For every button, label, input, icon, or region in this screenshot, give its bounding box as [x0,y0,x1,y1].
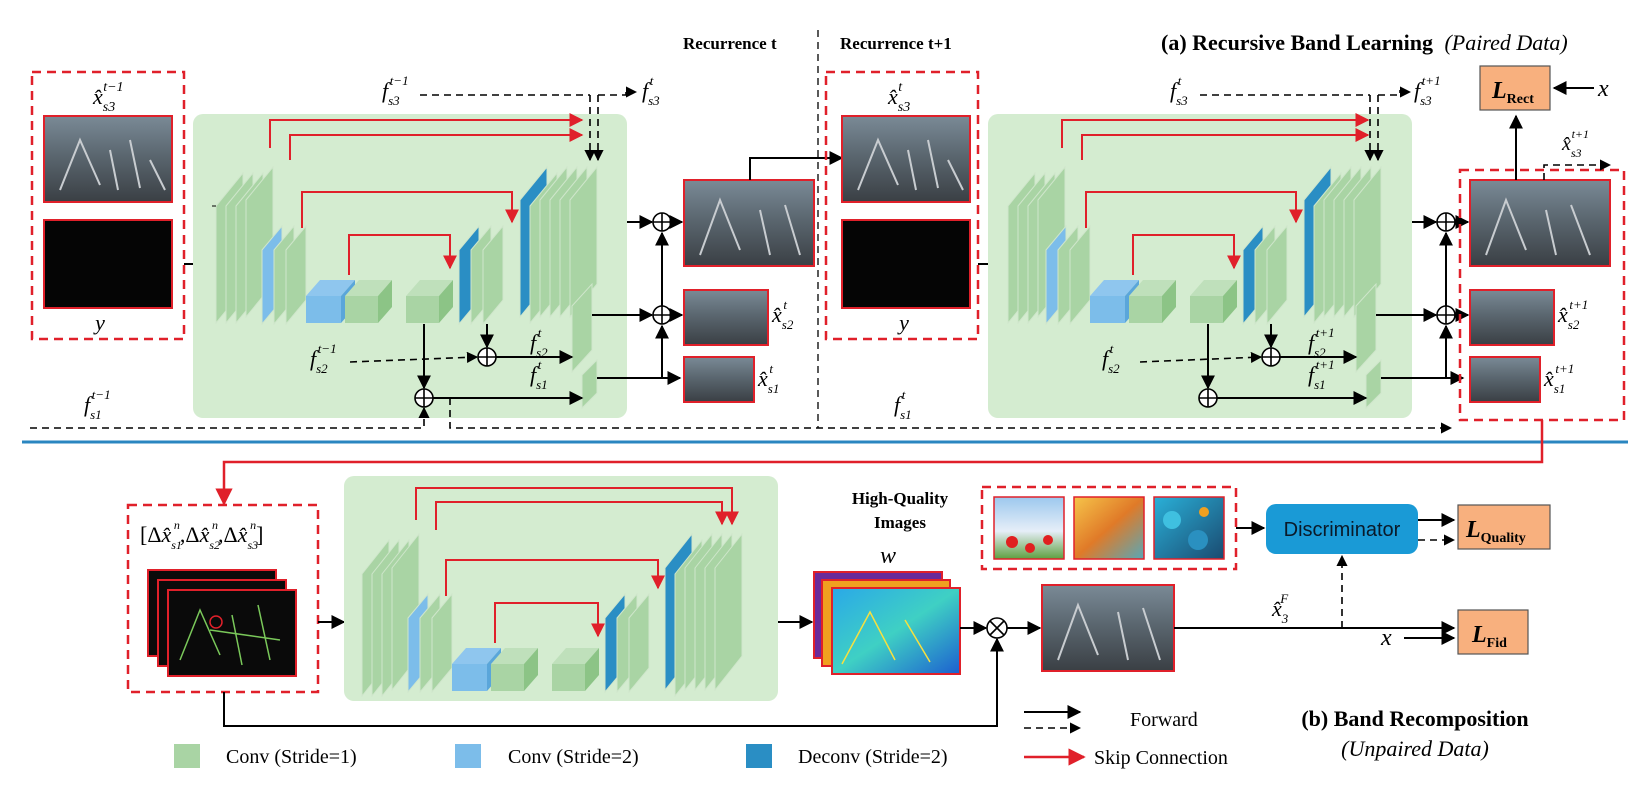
output-image-s3-t1 [1469,179,1611,267]
panel-link [215,420,1544,506]
network-block-t1 [988,114,1412,418]
net2-up1 [1242,224,1288,326]
input-xhat-s3-t-minus-1: x̂s3t−1 [92,80,124,115]
legend-deconv-label: Deconv (Stride=2) [798,746,948,768]
net2-bottleneck [1090,280,1237,323]
f-s3-t-out: fs3t [642,73,660,108]
xhat-s1-t: x̂s1t [757,361,779,396]
weight-w-label: w [880,543,896,569]
panel-b-title: (b) Band Recomposition [1301,706,1528,731]
net1-down1 [261,224,307,326]
xhat-s2-t: x̂s2t [771,297,794,332]
hq-images-group [980,485,1238,571]
net3-decoder [664,532,743,698]
delta-images [147,569,297,677]
gt-x-bottom: x [1380,625,1392,651]
legend-conv1-label: Conv (Stride=1) [226,746,357,768]
input-xhat-s3-t: x̂s3t [887,80,910,115]
input-y-label: y [93,310,105,335]
input-group-t [30,70,186,341]
net2-encoder-conv [1007,165,1066,325]
net1-add-nodes [414,212,672,408]
gt-x-top: x [1597,76,1609,102]
net3-skip-connections [415,487,739,643]
f-s2-t-minus-1: fs2t−1 [310,341,337,376]
net3-up1 [604,592,650,694]
input-group-t1 [824,70,980,341]
output-image-s2-t [683,289,769,346]
input-image-dark-t1 [841,219,971,309]
xhat-s3-t1: x̂s3t+1 [1561,127,1589,160]
loss-fid-box [1457,609,1529,655]
discriminator-label: Discriminator [1284,519,1401,541]
f-s1-t-minus-1: fs1t−1 [84,387,111,422]
recurrence-t1-label: Recurrence t+1 [840,34,952,53]
f-s1-t-in2: fs1t [894,387,912,422]
legend-forward-label: Forward [1130,709,1198,731]
output-image-s1-t1 [1469,356,1541,403]
input-image-top [43,115,173,203]
f-s2-t1: fs2t+1 [1308,325,1335,360]
legend-skip-label: Skip Connection [1094,747,1228,769]
net1-skip-connections [269,113,584,275]
loss-fid-label: LFid [1471,622,1507,651]
multiply-node [986,617,1008,639]
legend-conv2-label: Conv (Stride=2) [508,746,639,768]
network-block-t [193,114,627,418]
f-s1-t1: fs1t+1 [1308,357,1335,392]
legend-conv2-swatch [455,744,481,768]
f-s2-t-in2: fs2t [1102,341,1120,376]
hq-images-label-1: High-Quality [852,489,949,508]
net1-decoder [519,165,598,325]
input-image-top-t1 [841,115,971,203]
input-image-dark [43,219,173,309]
f-s3-t-in2: fs3t [1170,73,1188,108]
xhat-s1-t1: x̂s1t+1 [1543,361,1574,396]
f-s3-t-minus-1: fs3t−1 [382,73,409,108]
recurrence-t-label: Recurrence t [683,34,777,53]
discriminator-box [1266,504,1418,554]
net2-down1 [1045,224,1091,326]
xhat-s2-t1: x̂s2t+1 [1557,297,1588,332]
f-s2-t: fs2t [530,325,548,360]
loss-quality-box [1457,504,1551,550]
input-y-label-t1: y [897,310,909,335]
net2-skip-connections [1061,113,1370,275]
f-s1-t: fs1t [530,357,548,392]
net3-bottleneck [452,648,599,691]
legend-deconv-swatch [746,744,772,768]
legend-conv1-swatch [174,744,200,768]
output-image-s1-t [683,356,755,403]
loss-quality-label: LQuality [1465,517,1526,546]
weight-maps [813,571,961,675]
hq-image-autumn [1073,496,1145,560]
final-output-image [1041,584,1175,672]
net2-decoder [1303,165,1382,325]
net1-up1 [458,224,504,326]
output-image-s3-t [683,179,815,267]
output-image-s2-t1 [1469,289,1555,346]
panel-a-title: (a) Recursive Band Learning (Paired Data… [1161,30,1568,55]
net1-bottleneck [306,280,453,323]
net3-down1 [407,592,453,694]
loss-rect-box [1479,65,1551,111]
f-s3-t1-out: fs3t+1 [1414,73,1441,108]
panel-b-subtitle: (Unpaired Data) [1341,736,1489,761]
hq-images-label-2: Images [874,513,926,532]
hq-image-stones [1153,496,1225,560]
loss-rect-label: LRect [1491,78,1534,107]
delta-bracket-label: [Δx̂s1n,Δx̂s2n,Δx̂s3n] [140,518,263,552]
xhat-3-F: x̂3F [1271,591,1289,626]
